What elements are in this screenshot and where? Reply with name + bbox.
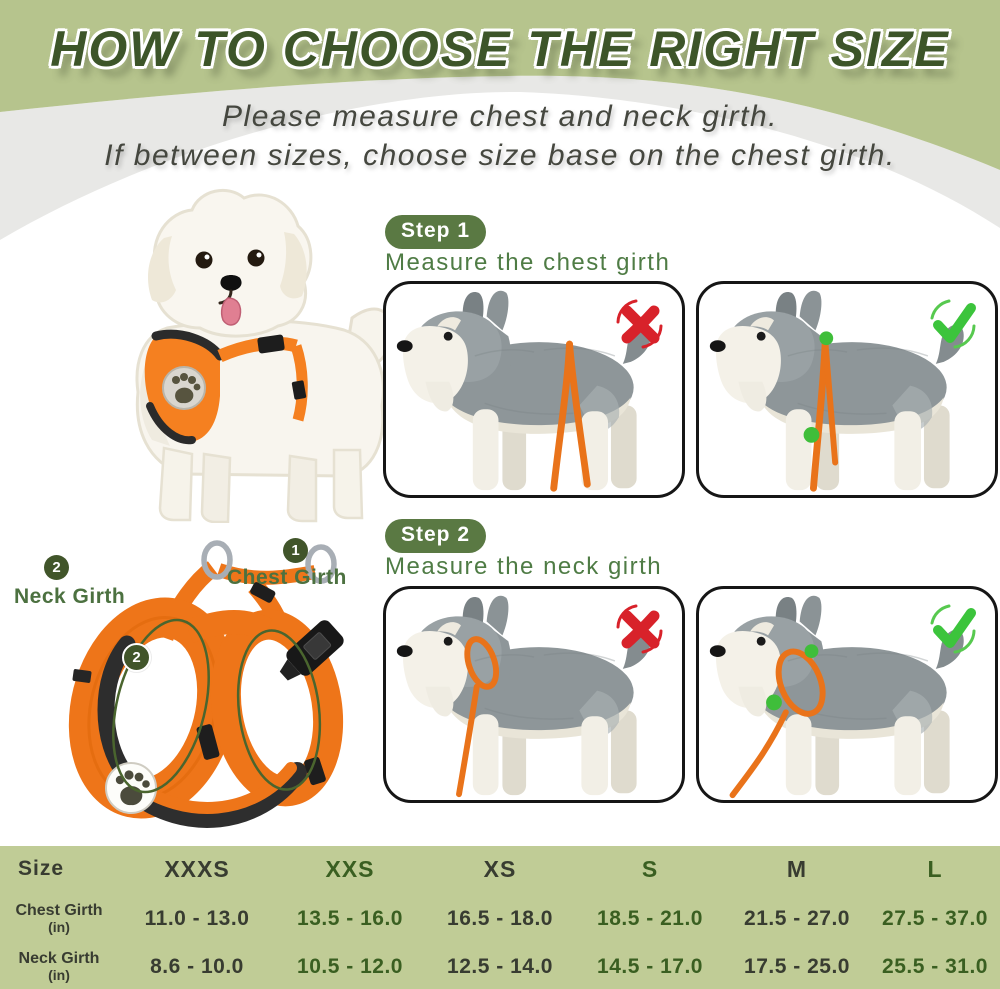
wrong-x-icon: [612, 601, 668, 657]
page-title: HOW TO CHOOSE THE RIGHT SIZE: [50, 21, 950, 77]
step2-heading: Measure the neck girth: [385, 553, 663, 580]
correct-check-icon: [925, 296, 981, 352]
table-cell: 11.0 - 13.0: [144, 906, 250, 930]
chest-girth-marker-number: 1: [283, 538, 308, 563]
chest-girth-guide-ellipse: [236, 629, 322, 791]
harness-product-photo: [68, 540, 344, 828]
neck-loop-marker-number: 2: [122, 643, 151, 672]
step1-badge: Step 1: [385, 215, 487, 249]
table-header-xs: XS: [483, 855, 517, 882]
step1-correct-example-card: [696, 281, 998, 498]
correct-check-icon: [925, 601, 981, 657]
step1-heading: Measure the chest girth: [385, 249, 671, 276]
step2-badge: Step 2: [385, 519, 487, 553]
dog-neck-wrong-photo: [386, 591, 682, 798]
dog-chest-wrong-photo: [386, 286, 682, 492]
table-header-m: M: [786, 855, 808, 882]
table-cell: 14.5 - 17.0: [597, 955, 703, 978]
wrong-x-icon: [612, 296, 668, 352]
table-cell: 27.5 - 37.0: [882, 906, 988, 930]
table-cell: 25.5 - 31.0: [882, 955, 988, 978]
step2-correct-example-card: [696, 586, 998, 803]
buckle-icon: [279, 620, 344, 681]
table-cell: 12.5 - 14.0: [447, 955, 553, 978]
table-cell: 8.6 - 10.0: [150, 955, 244, 978]
dog-neck-correct-photo: [699, 591, 995, 799]
table-header-size: Size: [18, 857, 65, 880]
table-cell: 18.5 - 21.0: [597, 906, 703, 930]
subtitle-line-2: If between sizes, choose size base on th…: [104, 139, 896, 172]
subtitle-line-1: Please measure chest and neck girth.: [222, 100, 778, 133]
d-ring-icon: [201, 540, 233, 580]
chest-girth-marker-label: Chest Girth: [227, 566, 347, 589]
table-cell: 13.5 - 16.0: [297, 906, 403, 930]
dog-wearing-harness-photo: [135, 188, 394, 523]
table-row-label-chest-girth: Chest Girth (in): [15, 901, 103, 935]
dog-chest-correct-photo: [699, 286, 995, 492]
neck-girth-guide-ellipse: [112, 618, 210, 794]
table-header-l: L: [927, 855, 943, 882]
table-header-xxxs: XXXS: [164, 855, 230, 882]
step1-wrong-example-card: [383, 281, 685, 498]
table-cell: 10.5 - 12.0: [297, 955, 403, 978]
table-cell: 21.5 - 27.0: [744, 906, 850, 930]
table-cell: 17.5 - 25.0: [744, 955, 850, 978]
d-ring-icon: [305, 544, 337, 584]
table-header-s: S: [641, 855, 659, 882]
table-row-label-neck-girth: Neck Girth (in): [18, 950, 100, 984]
neck-girth-marker-number: 2: [44, 555, 69, 580]
step2-wrong-example-card: [383, 586, 685, 803]
size-guide-table: Size XXXS XXS XS S M L Chest Girth (in) …: [0, 846, 1000, 989]
table-cell: 16.5 - 18.0: [447, 906, 553, 930]
neck-girth-marker-label: Neck Girth: [14, 585, 126, 608]
table-header-xxs: XXS: [325, 855, 375, 882]
